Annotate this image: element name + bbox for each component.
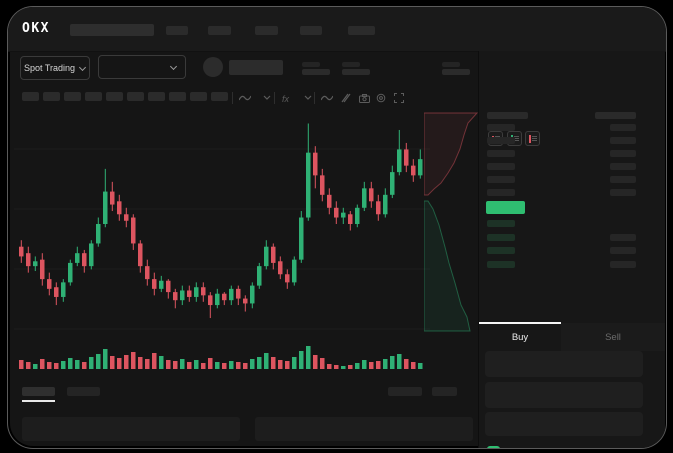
ask-amount-bar[interactable] bbox=[610, 176, 636, 183]
ask-price-bar[interactable] bbox=[487, 137, 515, 144]
fullscreen-icon[interactable] bbox=[392, 91, 406, 105]
svg-text:fx: fx bbox=[282, 94, 290, 103]
ask-price-bar[interactable] bbox=[487, 176, 515, 183]
nav-item[interactable] bbox=[300, 26, 322, 35]
stat-label bbox=[342, 62, 360, 67]
nav-item[interactable] bbox=[166, 26, 188, 35]
market-type-dropdown[interactable]: Spot Trading bbox=[20, 56, 90, 80]
tab-buy-label: Buy bbox=[511, 331, 529, 343]
search-placeholder[interactable] bbox=[70, 24, 154, 36]
depth-chart bbox=[424, 112, 478, 332]
chart-style-dropdown-icon[interactable] bbox=[260, 91, 274, 105]
chevron-down-icon bbox=[80, 65, 86, 71]
slider-step-dot[interactable] bbox=[531, 448, 538, 449]
ask-amount-bar[interactable] bbox=[610, 189, 636, 196]
slider-step-dot[interactable] bbox=[611, 448, 618, 449]
book-view-asks-icon[interactable] bbox=[525, 131, 540, 146]
bottom-tab-order-history[interactable] bbox=[67, 387, 100, 396]
bottom-tab-open-orders[interactable] bbox=[22, 387, 55, 396]
bid-price-bar[interactable] bbox=[487, 220, 515, 227]
nav-item[interactable] bbox=[208, 26, 231, 35]
timeframe-button[interactable] bbox=[211, 92, 228, 101]
timeframe-button[interactable] bbox=[85, 92, 102, 101]
orders-table-header-right bbox=[255, 417, 473, 441]
timeframe-button[interactable] bbox=[43, 92, 60, 101]
ask-amount-bar[interactable] bbox=[610, 150, 636, 157]
stat-label bbox=[442, 62, 460, 67]
last-price-placeholder bbox=[229, 60, 283, 75]
bid-price-bar[interactable] bbox=[487, 247, 515, 254]
book-col-header-price bbox=[487, 112, 528, 119]
amount-slider-handle[interactable] bbox=[487, 446, 500, 448]
chevron-down-icon bbox=[171, 64, 177, 70]
bid-amount-bar[interactable] bbox=[610, 233, 636, 241]
stat-value bbox=[302, 69, 330, 75]
ask-amount-bar[interactable] bbox=[610, 137, 636, 144]
stat-value bbox=[442, 69, 470, 75]
timeframe-button[interactable] bbox=[106, 92, 123, 101]
toolbar-divider bbox=[274, 92, 275, 104]
screenshot-camera-icon[interactable] bbox=[357, 91, 371, 105]
timeframe-button[interactable] bbox=[148, 92, 165, 101]
tab-buy[interactable]: Buy bbox=[479, 323, 561, 351]
coin-avatar bbox=[203, 57, 223, 77]
trend-line-icon[interactable] bbox=[320, 91, 334, 105]
price-input[interactable] bbox=[485, 351, 643, 377]
bid-price-bar[interactable] bbox=[487, 260, 515, 268]
okx-logo: OKX bbox=[22, 21, 50, 36]
slider-step-dot[interactable] bbox=[651, 448, 658, 449]
drawing-tools-icon[interactable] bbox=[339, 91, 353, 105]
pair-selector-dropdown[interactable] bbox=[98, 55, 186, 79]
bottom-action-left[interactable] bbox=[388, 387, 422, 396]
timeframe-button[interactable] bbox=[127, 92, 144, 101]
app-window: OKX Spot Trading bbox=[7, 6, 667, 449]
market-type-label: Spot Trading bbox=[23, 63, 76, 73]
book-col-header-amount bbox=[595, 112, 636, 119]
toolbar-divider bbox=[232, 92, 233, 104]
interval-dropdown-icon[interactable] bbox=[301, 91, 315, 105]
indicator-fx-icon[interactable]: fx bbox=[280, 91, 298, 105]
bid-amount-bar[interactable] bbox=[610, 260, 636, 268]
chart-settings-icon[interactable] bbox=[374, 91, 388, 105]
ask-price-bar[interactable] bbox=[487, 124, 515, 131]
ask-amount-bar[interactable] bbox=[610, 163, 636, 170]
top-nav-bar: OKX bbox=[8, 7, 666, 52]
timeframe-button[interactable] bbox=[64, 92, 81, 101]
trade-side-panel: Buy Sell bbox=[478, 51, 665, 448]
nav-item[interactable] bbox=[255, 26, 278, 35]
bottom-action-right[interactable] bbox=[432, 387, 457, 396]
ask-price-bar[interactable] bbox=[487, 189, 515, 196]
chart-style-icon[interactable] bbox=[238, 91, 252, 105]
active-tab-underline bbox=[479, 322, 561, 324]
stat-value bbox=[342, 69, 370, 75]
timeframe-button[interactable] bbox=[22, 92, 39, 101]
tab-sell[interactable]: Sell bbox=[561, 323, 665, 351]
ask-price-bar[interactable] bbox=[487, 150, 515, 157]
ask-price-bar[interactable] bbox=[487, 163, 515, 170]
nav-item[interactable] bbox=[348, 26, 375, 35]
timeframe-button[interactable] bbox=[169, 92, 186, 101]
bottom-tab-underline bbox=[22, 400, 55, 402]
tab-sell-label: Sell bbox=[605, 331, 621, 343]
total-input[interactable] bbox=[485, 412, 643, 436]
toolbar-divider bbox=[314, 92, 315, 104]
order-book-last-price[interactable] bbox=[486, 201, 525, 214]
orders-table-header-left bbox=[22, 417, 240, 441]
amount-input[interactable] bbox=[485, 382, 643, 408]
bid-amount-bar[interactable] bbox=[610, 247, 636, 254]
timeframe-button[interactable] bbox=[190, 92, 207, 101]
bid-price-bar[interactable] bbox=[487, 233, 515, 241]
stat-label bbox=[302, 62, 320, 67]
ask-amount-bar[interactable] bbox=[610, 124, 636, 131]
candlestick-chart[interactable] bbox=[14, 111, 430, 373]
slider-step-dot[interactable] bbox=[571, 448, 578, 449]
